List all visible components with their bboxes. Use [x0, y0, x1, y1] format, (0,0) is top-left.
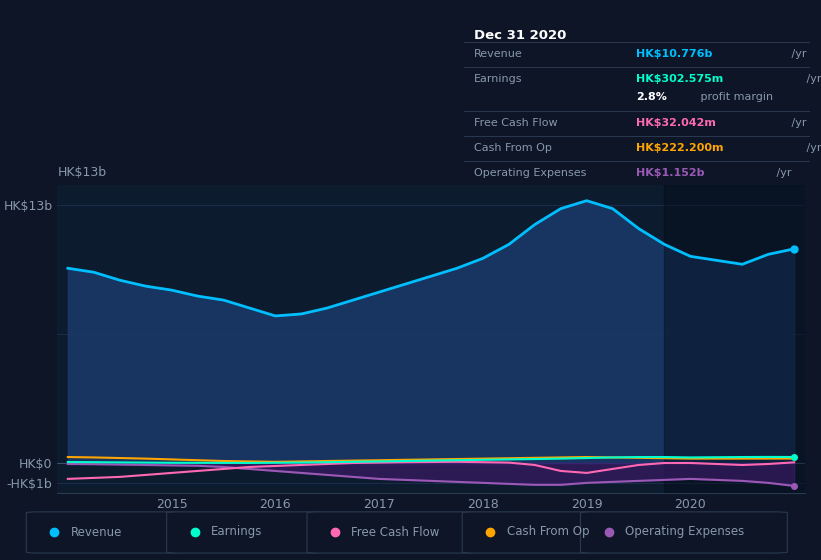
Text: Dec 31 2020: Dec 31 2020: [475, 29, 566, 41]
Text: HK$32.042m: HK$32.042m: [636, 118, 716, 128]
FancyBboxPatch shape: [462, 512, 595, 553]
Text: /yr: /yr: [803, 143, 821, 153]
Text: HK$302.575m: HK$302.575m: [636, 74, 723, 84]
Bar: [664, 185, 815, 493]
Text: 2.8%: 2.8%: [636, 92, 667, 102]
Text: Cash From Op: Cash From Op: [475, 143, 552, 153]
Text: /yr: /yr: [803, 74, 821, 84]
Text: Free Cash Flow: Free Cash Flow: [351, 525, 440, 539]
Text: HK$13b: HK$13b: [57, 166, 107, 179]
Text: /yr: /yr: [788, 118, 806, 128]
Text: HK$1.152b: HK$1.152b: [636, 168, 704, 178]
Text: HK$222.200m: HK$222.200m: [636, 143, 724, 153]
FancyBboxPatch shape: [580, 512, 787, 553]
FancyBboxPatch shape: [307, 512, 477, 553]
Text: Operating Expenses: Operating Expenses: [625, 525, 744, 539]
Text: Earnings: Earnings: [475, 74, 523, 84]
Text: Revenue: Revenue: [475, 49, 523, 59]
Text: profit margin: profit margin: [697, 92, 773, 102]
FancyBboxPatch shape: [26, 512, 181, 553]
Text: Earnings: Earnings: [211, 525, 263, 539]
FancyBboxPatch shape: [167, 512, 322, 553]
Text: Cash From Op: Cash From Op: [507, 525, 589, 539]
Text: /yr: /yr: [788, 49, 806, 59]
Text: Free Cash Flow: Free Cash Flow: [475, 118, 557, 128]
Text: HK$10.776b: HK$10.776b: [636, 49, 713, 59]
Text: Revenue: Revenue: [71, 525, 122, 539]
Text: /yr: /yr: [773, 168, 791, 178]
Text: Operating Expenses: Operating Expenses: [475, 168, 586, 178]
